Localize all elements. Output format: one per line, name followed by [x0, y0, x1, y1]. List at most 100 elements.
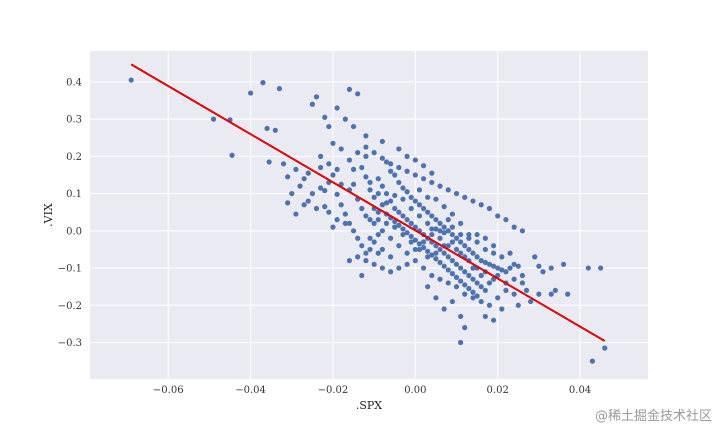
data-point: [420, 244, 427, 251]
data-point: [334, 166, 340, 172]
data-point: [519, 228, 525, 234]
data-point: [532, 254, 538, 260]
data-point: [429, 272, 435, 279]
data-point: [425, 209, 431, 215]
data-point: [478, 202, 484, 208]
data-point: [289, 190, 295, 197]
data-point: [437, 276, 443, 282]
data-point: [420, 265, 427, 271]
data-point: [379, 202, 385, 208]
data-point: [482, 259, 488, 266]
data-point: [371, 220, 377, 226]
data-point: [276, 86, 283, 92]
data-point: [383, 220, 390, 226]
regression-line: [130, 63, 606, 342]
data-point: [379, 183, 385, 189]
data-point: [466, 231, 472, 238]
data-point: [507, 250, 513, 256]
data-point: [528, 298, 534, 305]
data-point: [445, 267, 451, 273]
data-point: [210, 116, 217, 122]
data-point: [503, 269, 509, 275]
data-point: [490, 250, 497, 256]
data-point: [420, 205, 427, 212]
data-point: [285, 200, 291, 206]
data-point: [441, 306, 447, 312]
y-tick-label: 0.4: [66, 77, 82, 88]
data-point: [425, 194, 431, 200]
data-point: [322, 114, 328, 120]
data-point: [458, 231, 464, 238]
data-point: [330, 172, 336, 178]
data-point: [453, 284, 460, 290]
data-point: [441, 263, 447, 269]
data-point: [367, 187, 373, 193]
data-point: [412, 198, 418, 204]
data-point: [425, 248, 431, 254]
data-point: [462, 325, 468, 331]
data-point: [408, 239, 414, 245]
data-point: [266, 159, 272, 165]
data-point: [453, 261, 460, 267]
data-point: [342, 211, 348, 217]
data-point: [363, 153, 369, 159]
data-point: [495, 295, 501, 301]
data-point: [449, 258, 455, 264]
data-point: [363, 213, 369, 219]
data-point: [478, 272, 484, 279]
data-point: [458, 239, 464, 245]
data-point: [396, 146, 402, 152]
data-point: [359, 272, 365, 279]
data-point: [416, 202, 423, 208]
data-point: [412, 224, 418, 230]
data-point: [371, 194, 377, 200]
data-point: [503, 217, 509, 223]
data-point: [404, 230, 410, 236]
data-point: [297, 183, 303, 189]
data-point: [367, 235, 373, 241]
data-point: [589, 358, 596, 364]
data-point: [474, 239, 480, 245]
data-point: [441, 204, 447, 210]
data-point: [379, 155, 385, 161]
data-point: [350, 166, 357, 172]
data-point: [536, 263, 542, 269]
data-point: [478, 298, 484, 305]
data-point: [229, 152, 235, 158]
data-point: [490, 243, 497, 249]
data-point: [379, 138, 385, 145]
data-point: [474, 293, 480, 299]
data-point: [453, 190, 460, 197]
data-point: [433, 217, 439, 223]
data-point: [326, 123, 332, 130]
data-point: [301, 202, 307, 208]
data-point: [309, 190, 315, 197]
data-point: [379, 265, 385, 271]
data-point: [437, 228, 443, 234]
data-point: [301, 176, 307, 182]
data-point: [408, 194, 414, 200]
data-point: [420, 239, 427, 245]
data-point: [515, 302, 521, 308]
x-tick-label: 0.04: [569, 385, 591, 396]
data-point: [437, 235, 443, 241]
data-point: [420, 163, 427, 169]
data-point: [507, 265, 513, 271]
data-point: [499, 306, 505, 312]
data-point: [466, 272, 472, 279]
data-point: [445, 187, 451, 193]
data-point: [359, 243, 365, 249]
data-point: [474, 280, 480, 286]
data-point: [490, 317, 497, 323]
data-point: [293, 166, 299, 172]
x-tick-label: 0.02: [487, 385, 509, 396]
data-point: [412, 172, 418, 178]
data-point: [408, 205, 414, 212]
data-point: [260, 80, 266, 86]
data-point: [429, 179, 435, 186]
data-point: [425, 284, 431, 290]
data-point: [305, 170, 311, 176]
data-point: [408, 233, 414, 240]
y-axis-ticks: −0.3 −0.2 −0.1 0.0 0.1 0.2 0.3 0.4: [58, 77, 82, 349]
data-point: [330, 224, 336, 230]
